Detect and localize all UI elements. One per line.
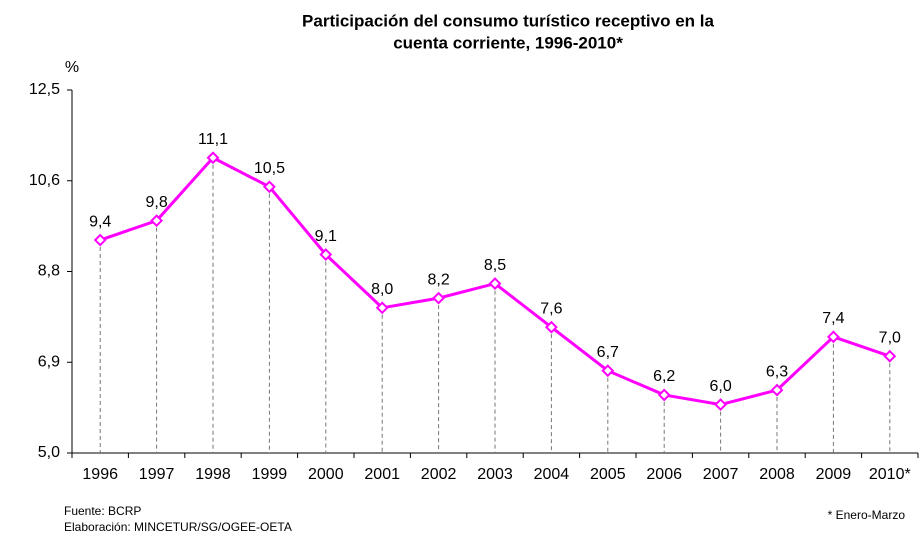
- y-tick-label: 12,5: [29, 81, 60, 98]
- chart-title: Participación del consumo turístico rece…: [302, 11, 714, 30]
- marker: [883, 349, 897, 363]
- marker: [93, 233, 107, 247]
- data-label: 6,0: [709, 378, 731, 395]
- marker: [206, 151, 220, 165]
- marker: [319, 248, 333, 261]
- data-label: 7,4: [822, 310, 844, 327]
- x-tick-label: 1999: [252, 466, 288, 483]
- data-label: 8,0: [371, 281, 393, 298]
- marker: [488, 277, 502, 291]
- x-tick-label: 2004: [534, 466, 570, 483]
- marker: [601, 364, 615, 378]
- x-tick-label: 1998: [195, 466, 231, 483]
- marker: [262, 180, 276, 194]
- x-tick-label: 2006: [646, 466, 682, 483]
- credit: Elaboración: MINCETUR/SG/OGEE-OETA: [64, 520, 292, 534]
- x-tick-label: 2007: [703, 466, 739, 483]
- data-label: 8,5: [484, 257, 506, 274]
- data-label: 6,3: [766, 363, 788, 380]
- footnote: * Enero-Marzo: [828, 508, 906, 522]
- x-tick-label: 2010*: [869, 466, 911, 483]
- marker: [544, 320, 558, 334]
- data-label: 11,1: [198, 131, 228, 148]
- y-axis-label: %: [65, 59, 79, 76]
- x-tick-label: 2008: [759, 466, 795, 483]
- data-label: 10,5: [254, 160, 285, 177]
- data-label: 9,8: [145, 194, 167, 211]
- y-tick-label: 8,8: [38, 263, 60, 280]
- y-tick-label: 6,9: [38, 353, 60, 370]
- data-label: 9,4: [89, 213, 111, 230]
- data-label: 7,0: [879, 329, 901, 346]
- marker: [770, 383, 784, 397]
- marker: [375, 301, 389, 315]
- x-tick-label: 2009: [816, 466, 852, 483]
- y-tick-label: 5,0: [38, 444, 60, 461]
- source: Fuente: BCRP: [64, 504, 141, 518]
- x-tick-label: 2005: [590, 466, 626, 483]
- marker: [657, 388, 671, 402]
- marker: [714, 398, 728, 412]
- y-tick-label: 10,6: [29, 172, 60, 189]
- data-label: 9,1: [315, 228, 337, 245]
- data-label: 6,7: [597, 344, 619, 361]
- x-tick-label: 2002: [421, 466, 457, 483]
- data-label: 8,2: [427, 271, 449, 288]
- x-tick-label: 1997: [139, 466, 175, 483]
- marker: [150, 214, 164, 228]
- marker: [826, 330, 840, 344]
- data-label: 6,2: [653, 368, 675, 385]
- x-tick-label: 2001: [364, 466, 400, 483]
- x-tick-label: 1996: [82, 466, 118, 483]
- x-tick-label: 2000: [308, 466, 344, 483]
- data-label: 7,6: [540, 300, 562, 317]
- chart-title: cuenta corriente, 1996-2010*: [393, 33, 623, 52]
- marker: [432, 291, 446, 305]
- x-tick-label: 2003: [477, 466, 513, 483]
